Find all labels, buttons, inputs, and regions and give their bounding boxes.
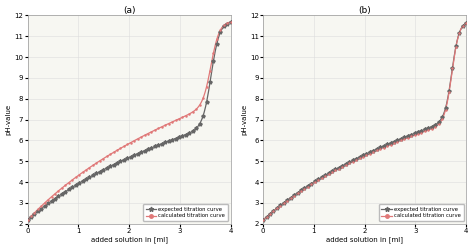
Y-axis label: pH-value: pH-value — [6, 104, 11, 135]
X-axis label: added solution in [ml]: added solution in [ml] — [326, 237, 403, 244]
Title: (a): (a) — [123, 5, 135, 14]
Legend: expected titration curve, calculated titration curve: expected titration curve, calculated tit… — [379, 204, 464, 221]
Y-axis label: pH-value: pH-value — [241, 104, 247, 135]
X-axis label: added solution in [ml]: added solution in [ml] — [91, 237, 168, 244]
Title: (b): (b) — [358, 5, 371, 14]
Legend: expected titration curve, calculated titration curve: expected titration curve, calculated tit… — [143, 204, 228, 221]
